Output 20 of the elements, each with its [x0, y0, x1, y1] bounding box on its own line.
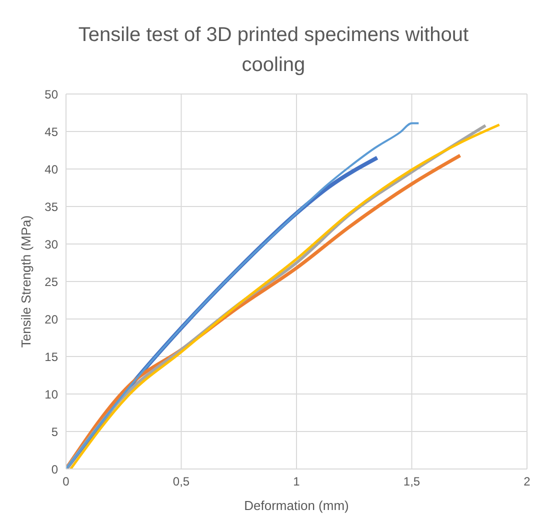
y-tick-label: 15 — [44, 350, 58, 364]
y-tick-label: 5 — [51, 424, 58, 439]
y-tick-label: 20 — [44, 312, 58, 326]
y-tick-label: 50 — [44, 87, 58, 102]
y-tick-label: 30 — [44, 237, 58, 252]
y-tick-label: 25 — [44, 274, 58, 289]
y-tick-label: 40 — [44, 162, 58, 176]
x-tick-label: 0,5 — [172, 474, 190, 489]
y-axis-title: Tensile Strength (MPa) — [18, 215, 34, 348]
chart-title: Tensile test of 3D printed specimens without cooling — [77, 23, 470, 78]
y-tick-label: 10 — [44, 387, 58, 402]
y-tick-label: 0 — [51, 462, 58, 476]
x-tick-label: 1 — [293, 474, 300, 489]
line-series — [66, 122, 420, 469]
y-tick-label: 45 — [44, 124, 58, 139]
x-tick-label: 0 — [62, 474, 70, 489]
x-axis-title: Deformation (mm) — [244, 498, 349, 513]
y-tick-label: 35 — [44, 200, 58, 214]
x-tick-label: 1,5 — [403, 474, 420, 489]
x-tick-label: 2 — [524, 474, 531, 489]
